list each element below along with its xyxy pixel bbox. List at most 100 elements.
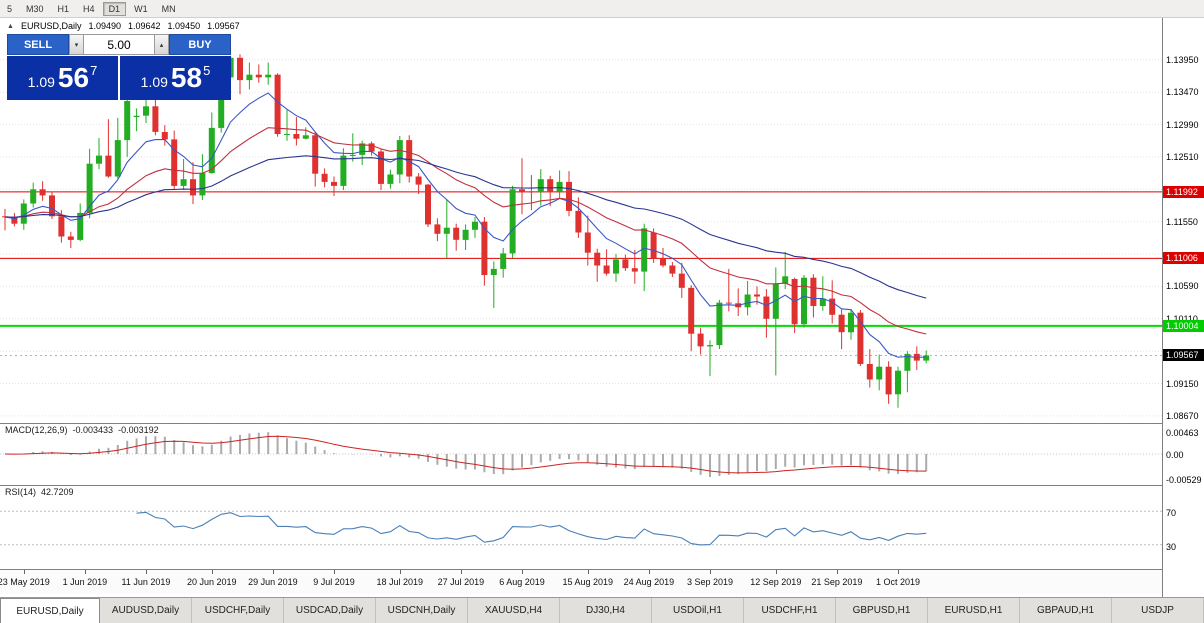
- candle-body: [415, 176, 422, 185]
- buy-price-prefix: 1.09: [140, 74, 168, 90]
- date-label: 18 Jul 2019: [376, 577, 424, 587]
- candle-body: [2, 216, 8, 218]
- one-click-collapse-icon[interactable]: ▲: [7, 22, 14, 30]
- rsi-indicator-panel[interactable]: RSI(14) 42.7209: [0, 486, 1162, 570]
- timeframe-button-w1[interactable]: W1: [128, 2, 154, 16]
- candle-body: [443, 227, 450, 234]
- buy-button[interactable]: BUY: [169, 34, 231, 55]
- candle-body: [331, 181, 337, 186]
- date-axis[interactable]: 23 May 2019 1 Jun 2019 11 Jun 2019 20 Jun 2…: [0, 570, 1162, 594]
- buy-price-pips: 58: [170, 62, 203, 93]
- chart-tab-usdjp[interactable]: USDJP: [1112, 598, 1204, 623]
- candle-body: [481, 221, 488, 275]
- candle-body: [77, 212, 84, 240]
- candle-body: [622, 259, 629, 269]
- candle-body: [782, 276, 789, 284]
- candle-body: [660, 258, 666, 266]
- candle-body: [472, 221, 478, 230]
- chart-tab-eurusd-daily[interactable]: EURUSD,Daily: [0, 598, 100, 623]
- moving-average-line-21: [4, 127, 927, 335]
- volume-decrease-button[interactable]: ▾: [69, 34, 84, 55]
- rsi-canvas[interactable]: [0, 486, 1162, 570]
- candle-body: [49, 195, 55, 217]
- date-label: 9 Jul 2019: [313, 577, 355, 587]
- candle-body: [678, 273, 685, 288]
- candle-body: [566, 181, 572, 211]
- candle-body: [218, 77, 225, 128]
- price-tick-label: 1.08670: [1166, 410, 1199, 421]
- candle-body: [772, 283, 779, 319]
- timeframe-button-h1[interactable]: H1: [52, 2, 76, 16]
- chart-window: ▲ EURUSD,Daily 1.09490 1.09642 1.09450 1…: [0, 18, 1204, 597]
- chart-tab-xauusd-h4[interactable]: XAUUSD,H4: [468, 598, 560, 623]
- macd-signal-line: [4, 435, 927, 474]
- price-tick-label: 1.10110: [1166, 313, 1198, 324]
- volume-input[interactable]: [84, 34, 154, 55]
- buy-price-display[interactable]: 1.09 58 5: [120, 56, 231, 100]
- candle-body: [613, 259, 619, 274]
- price-axis[interactable]: 1.13950 1.13470 1.12990 1.12510 1.11550 1.105…: [1162, 18, 1204, 597]
- timeframe-button-m30[interactable]: M30: [20, 2, 50, 16]
- candle-body: [406, 140, 413, 177]
- chart-tab-dj30-h4[interactable]: DJ30,H4: [560, 598, 652, 623]
- candle-body: [321, 173, 328, 182]
- candle-body: [293, 134, 300, 139]
- candle-body: [114, 140, 121, 177]
- chart-tab-bar: EURUSD,Daily AUDUSD,Daily USDCHF,Daily USDC…: [0, 597, 1204, 623]
- macd-canvas[interactable]: [0, 424, 1162, 486]
- candle-body: [237, 57, 243, 81]
- chart-tab-audusd-daily[interactable]: AUDUSD,Daily: [100, 598, 192, 623]
- chart-tab-usdchf-h1[interactable]: USDCHF,H1: [744, 598, 836, 623]
- price-level-label: 1.10004: [1163, 319, 1204, 332]
- candle-body: [312, 135, 319, 174]
- chart-tab-usdchf-daily[interactable]: USDCHF,Daily: [192, 598, 284, 623]
- chart-tab-eurusd-h1[interactable]: EURUSD,H1: [928, 598, 1020, 623]
- buy-price-pipette: 5: [203, 63, 211, 78]
- sell-price-pipette: 7: [90, 63, 98, 78]
- chart-tab-usdcad-daily[interactable]: USDCAD,Daily: [284, 598, 376, 623]
- candle-body: [105, 155, 112, 177]
- candle-body: [857, 312, 864, 364]
- timeframe-button-mn[interactable]: MN: [156, 2, 182, 16]
- candle-body: [161, 132, 168, 140]
- date-tick: [399, 570, 401, 574]
- date-label: 6 Aug 2019: [499, 577, 545, 587]
- sell-price-display[interactable]: 1.09 56 7: [7, 56, 118, 100]
- price-level-label: 1.11992: [1163, 185, 1204, 198]
- chart-tab-gbpaud-h1[interactable]: GBPAUD,H1: [1020, 598, 1112, 623]
- volume-increase-button[interactable]: ▴: [154, 34, 169, 55]
- candle-body: [124, 101, 131, 141]
- timeframe-toolbar: 5 M30 H1 H4 D1 W1 MN: [0, 0, 1204, 18]
- date-label: 21 Sep 2019: [811, 577, 863, 587]
- chart-tab-gbpusd-h1[interactable]: GBPUSD,H1: [836, 598, 928, 623]
- date-tick: [211, 570, 213, 574]
- candle-body: [819, 298, 826, 306]
- timeframe-button-h4[interactable]: H4: [77, 2, 101, 16]
- candle-body: [340, 155, 347, 186]
- candle-body: [509, 189, 516, 254]
- candle-body: [190, 179, 196, 196]
- ohlc-high: 1.09642: [128, 21, 161, 31]
- price-chart-canvas[interactable]: [0, 18, 1162, 424]
- timeframe-button-d1[interactable]: D1: [102, 1, 127, 16]
- chart-tab-usdcnh-daily[interactable]: USDCNH,Daily: [376, 598, 468, 623]
- candle-body: [716, 302, 723, 346]
- date-tick: [775, 570, 777, 574]
- date-tick: [836, 570, 838, 574]
- price-tick-label: 1.11550: [1166, 216, 1198, 227]
- price-chart-panel[interactable]: ▲ EURUSD,Daily 1.09490 1.09642 1.09450 1…: [0, 18, 1162, 424]
- candle-body: [650, 232, 657, 259]
- candle-body: [462, 229, 469, 240]
- rsi-label: RSI(14) 42.7209: [5, 487, 74, 497]
- sell-button[interactable]: SELL: [7, 34, 69, 55]
- candle-body: [199, 173, 206, 196]
- spin-up-icon: ▴: [159, 41, 164, 49]
- timeframe-button-5[interactable]: 5: [1, 2, 18, 16]
- macd-indicator-panel[interactable]: MACD(12,26,9) -0.003433 -0.003192: [0, 424, 1162, 486]
- candle-body: [30, 189, 37, 204]
- candle-body: [265, 74, 272, 78]
- price-level-label: 1.11006: [1163, 252, 1204, 265]
- candle-body: [255, 74, 262, 78]
- rsi-line: [136, 511, 927, 546]
- chart-tab-usdoil-h1[interactable]: USDOil,H1: [652, 598, 744, 623]
